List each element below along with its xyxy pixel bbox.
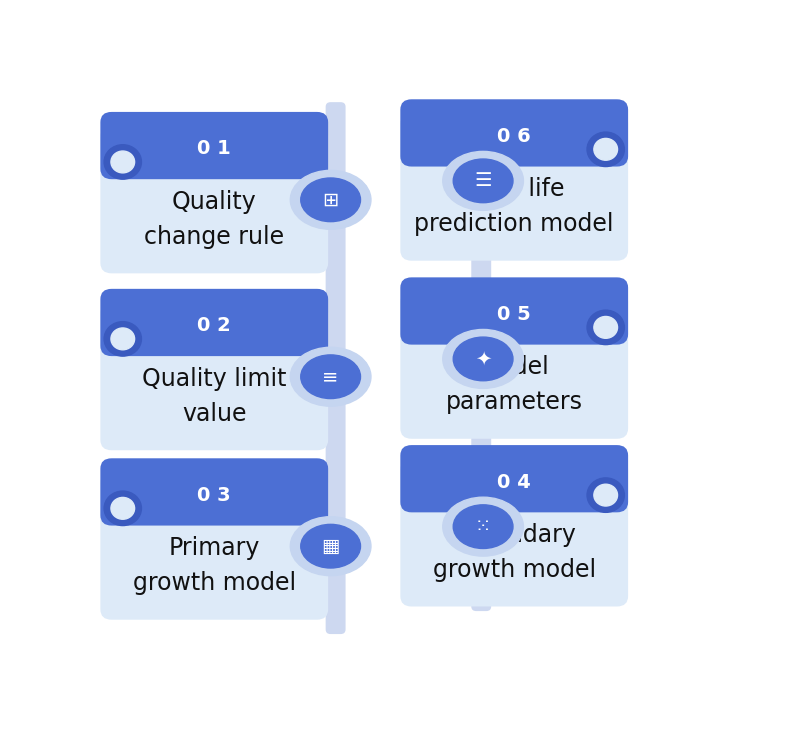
Text: change rule: change rule: [144, 225, 284, 248]
Circle shape: [104, 491, 141, 526]
Text: 0 5: 0 5: [496, 305, 530, 324]
Circle shape: [111, 328, 135, 350]
Text: 0 1: 0 1: [197, 140, 231, 158]
FancyBboxPatch shape: [100, 303, 328, 451]
Circle shape: [111, 498, 135, 519]
FancyBboxPatch shape: [100, 458, 328, 526]
FancyBboxPatch shape: [100, 289, 328, 356]
Bar: [121, 498, 306, 515]
Text: Quality limit: Quality limit: [142, 367, 286, 391]
Text: parameters: parameters: [445, 390, 582, 414]
Text: value: value: [182, 401, 246, 425]
FancyBboxPatch shape: [400, 445, 627, 513]
Ellipse shape: [290, 517, 371, 576]
Circle shape: [586, 132, 624, 166]
Ellipse shape: [301, 524, 360, 568]
Ellipse shape: [442, 330, 523, 389]
Ellipse shape: [301, 355, 360, 398]
Ellipse shape: [290, 347, 371, 407]
Ellipse shape: [442, 497, 523, 556]
FancyBboxPatch shape: [100, 473, 328, 620]
Text: ☰: ☰: [474, 172, 492, 190]
Text: Secondary: Secondary: [452, 523, 576, 547]
Text: growth model: growth model: [432, 558, 595, 582]
Bar: [121, 328, 306, 345]
Text: Quality: Quality: [172, 189, 257, 214]
Text: ✦: ✦: [474, 349, 491, 369]
Bar: [121, 151, 306, 169]
Circle shape: [586, 478, 624, 513]
Ellipse shape: [301, 178, 360, 222]
FancyBboxPatch shape: [400, 113, 627, 260]
Text: Model: Model: [478, 355, 549, 379]
Text: ⁙: ⁙: [475, 517, 491, 536]
Text: shelf life: shelf life: [464, 177, 564, 201]
Text: 0 2: 0 2: [197, 316, 231, 335]
FancyBboxPatch shape: [100, 112, 328, 179]
Text: ▦: ▦: [321, 536, 339, 556]
Circle shape: [104, 145, 141, 179]
Bar: [421, 484, 606, 502]
Bar: [421, 139, 606, 156]
Text: ⊞: ⊞: [322, 190, 338, 210]
FancyBboxPatch shape: [400, 99, 627, 166]
Circle shape: [593, 316, 617, 338]
Ellipse shape: [442, 151, 523, 210]
Circle shape: [593, 484, 617, 506]
FancyBboxPatch shape: [400, 292, 627, 439]
Text: 0 3: 0 3: [197, 486, 231, 505]
Text: 0 4: 0 4: [496, 472, 530, 492]
Ellipse shape: [290, 170, 371, 229]
Ellipse shape: [452, 505, 512, 548]
Text: growth model: growth model: [132, 571, 295, 595]
Ellipse shape: [452, 159, 512, 203]
Circle shape: [111, 151, 135, 173]
Circle shape: [586, 310, 624, 345]
FancyBboxPatch shape: [400, 278, 627, 345]
FancyBboxPatch shape: [100, 126, 328, 273]
Ellipse shape: [452, 337, 512, 380]
Circle shape: [593, 139, 617, 160]
Bar: [421, 316, 606, 334]
FancyBboxPatch shape: [471, 102, 491, 611]
Text: ≡: ≡: [322, 367, 338, 386]
Text: Primary: Primary: [168, 536, 260, 560]
Text: 0 6: 0 6: [496, 127, 530, 145]
FancyBboxPatch shape: [400, 460, 627, 606]
Circle shape: [104, 322, 141, 356]
FancyBboxPatch shape: [326, 102, 345, 634]
Text: prediction model: prediction model: [414, 212, 614, 236]
